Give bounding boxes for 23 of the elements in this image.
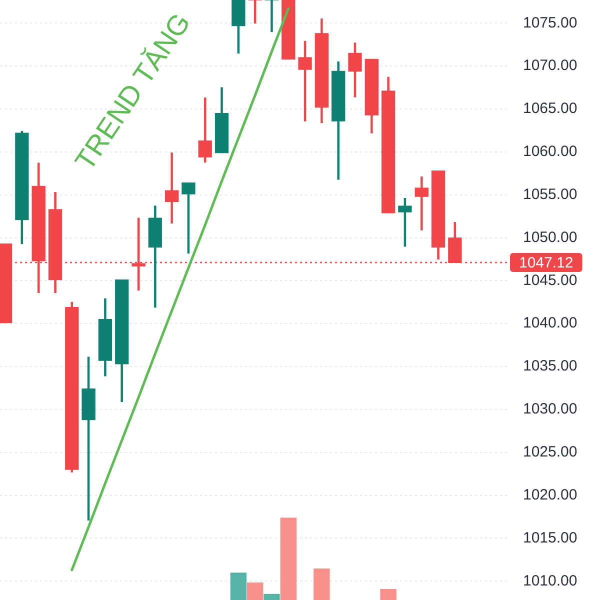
y-tick-label: 1075.00 [523, 14, 578, 32]
y-tick-label: 1025.00 [523, 444, 578, 460]
bar [280, 518, 296, 600]
bar [246, 582, 264, 600]
y-tick-label: 1030.00 [523, 400, 578, 418]
bar [380, 589, 396, 600]
y-tick-label: 1065.00 [523, 100, 578, 118]
y-tick-label: 1040.00 [523, 314, 578, 332]
y-tick-label: 1060.00 [523, 143, 578, 160]
y-tick-label: 1010.00 [523, 572, 578, 590]
bar [230, 572, 246, 600]
y-tick-label: 1020.00 [523, 486, 578, 504]
bar [314, 568, 330, 600]
y-tick-label: 1045.00 [523, 272, 578, 289]
y-tick-label: 1070.00 [523, 57, 578, 74]
y-tick-label: 1035.00 [523, 358, 578, 375]
bar [264, 594, 280, 600]
candlestick [264, 0, 279, 32]
candlestick [164, 152, 179, 224]
y-tick-label: 1050.00 [523, 228, 578, 246]
y-tick-label: 1055.00 [523, 186, 578, 203]
ref-line-label: 1047.12 [518, 254, 574, 272]
y-tick-label: 1015.00 [523, 529, 578, 546]
